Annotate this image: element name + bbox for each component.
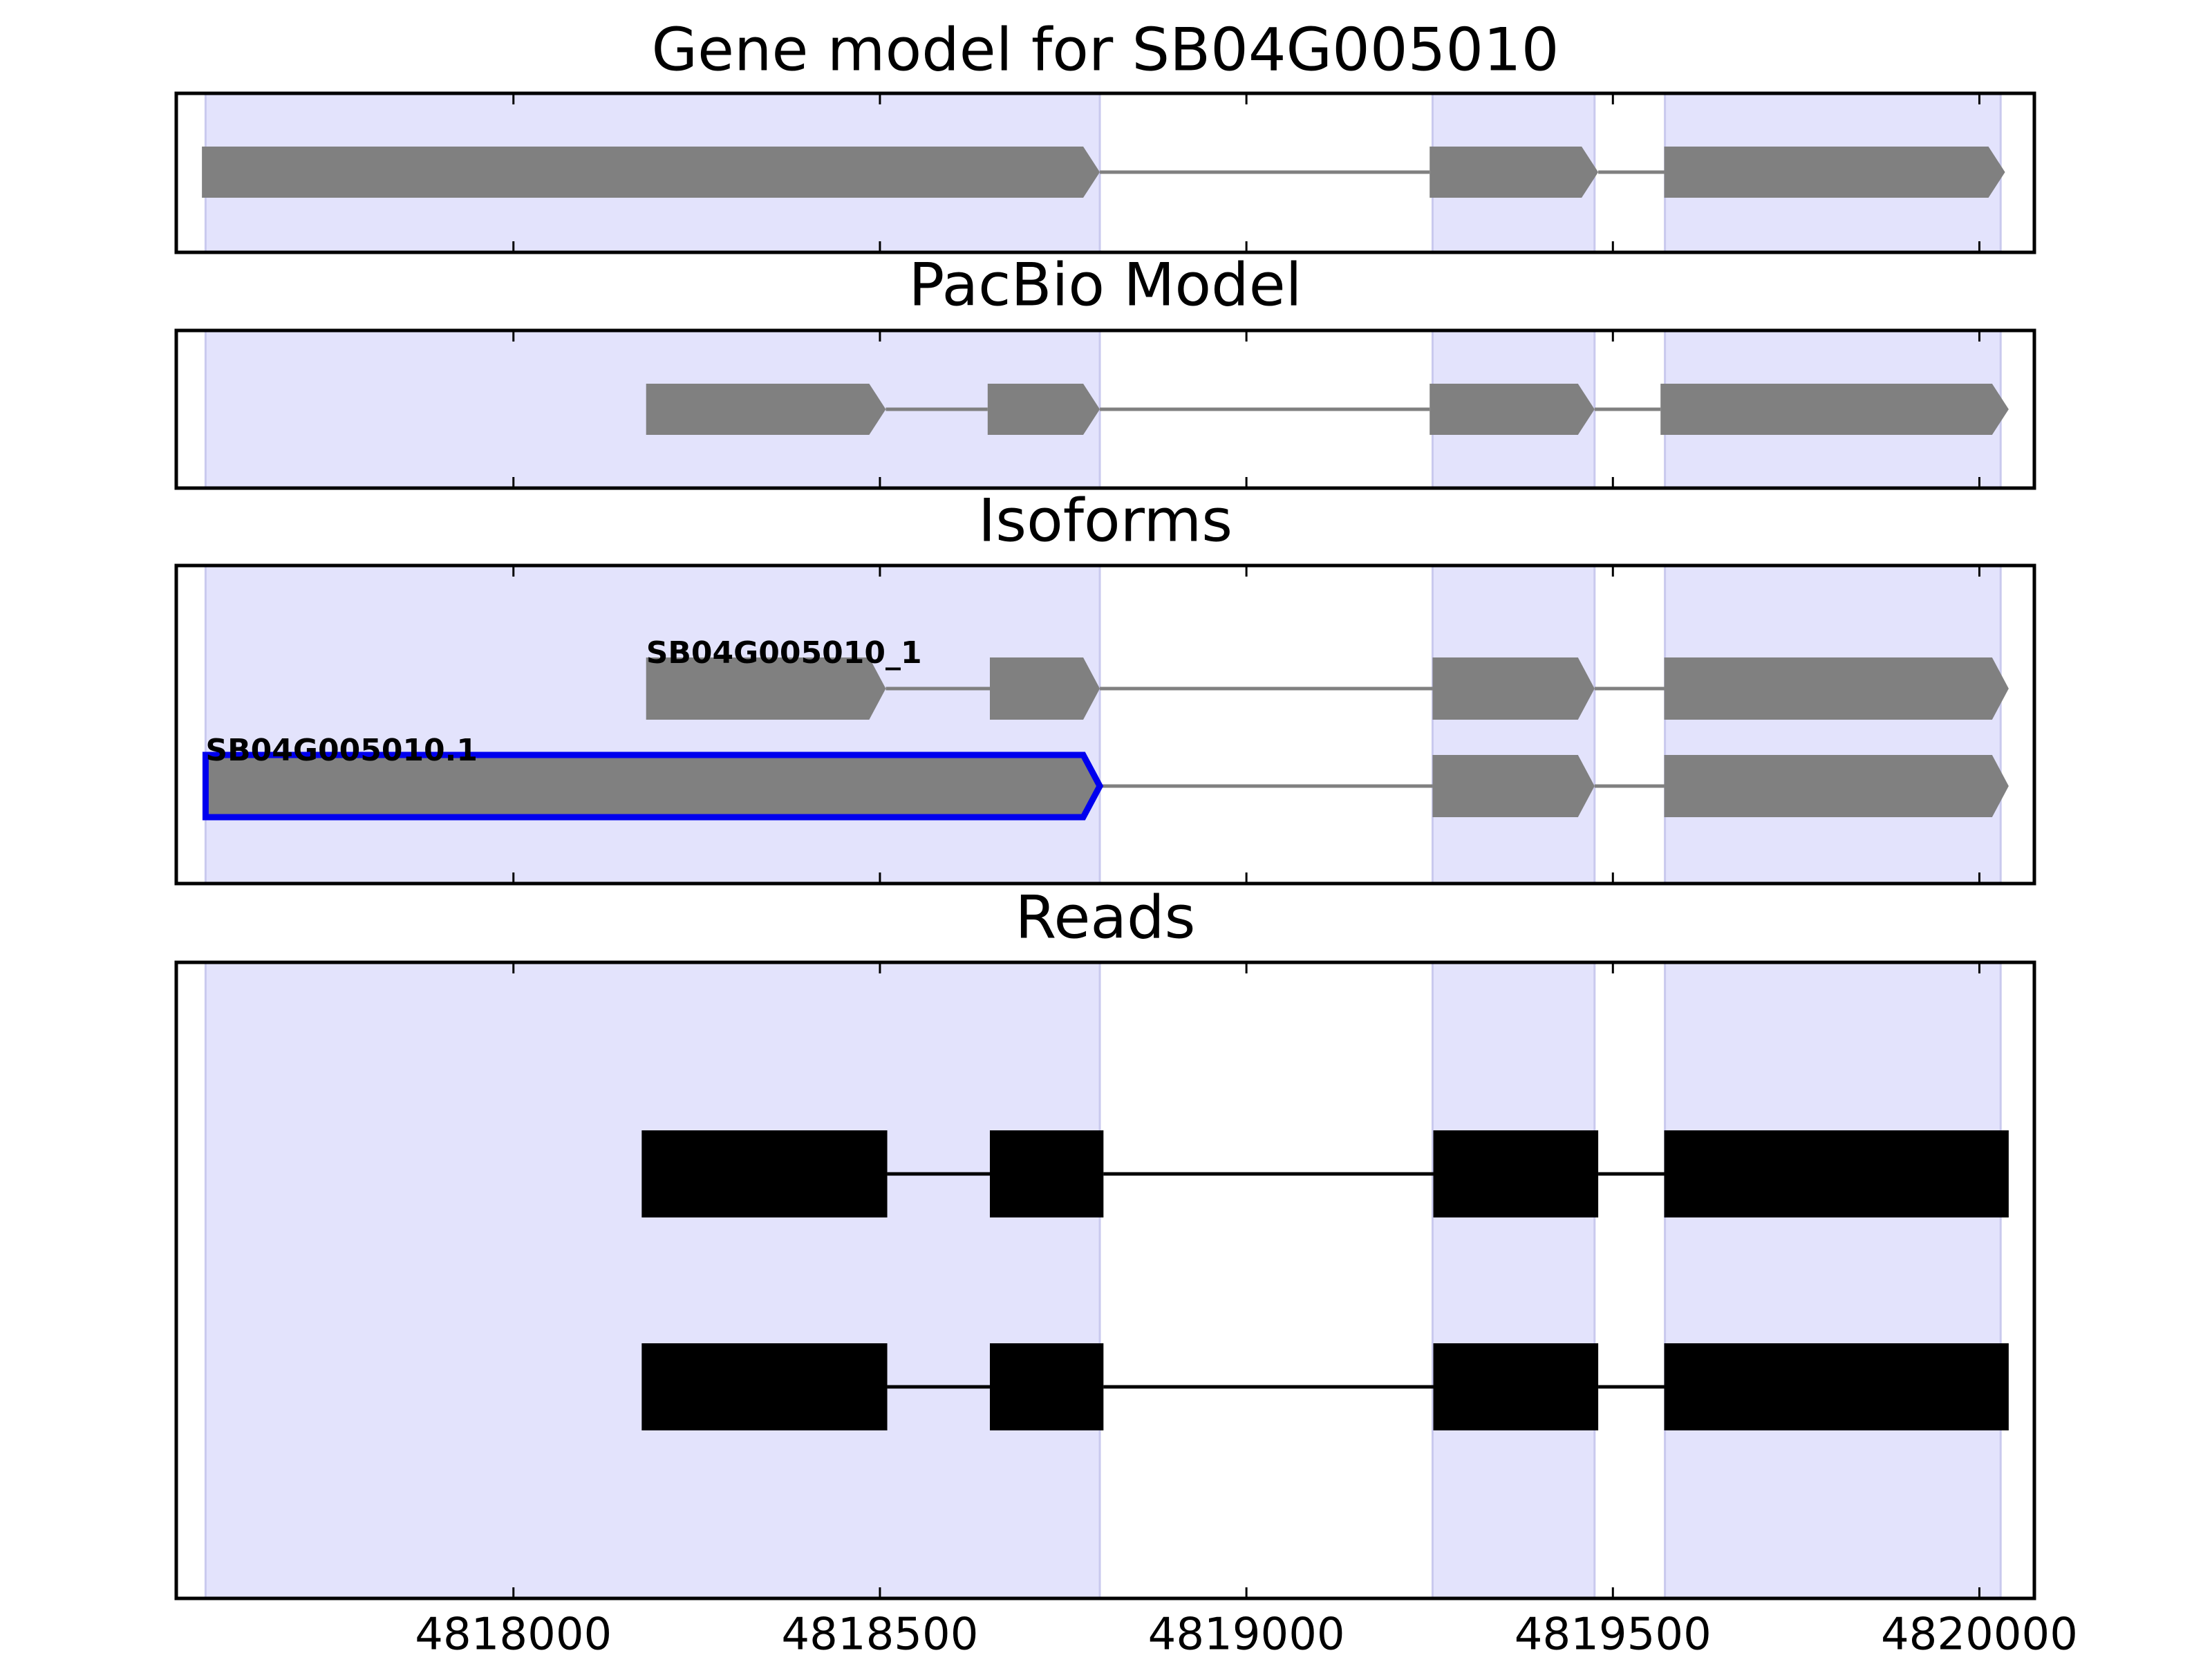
read-exon [1664,1343,2009,1430]
exon [987,384,1100,435]
read-exon [641,1343,888,1430]
exon-region [1431,564,1596,885]
panel-frame [174,91,2036,254]
panel-title: Reads [1015,883,1196,952]
panel-frame [174,563,2036,886]
panel-frame [174,328,2036,490]
exon-region [204,961,1101,1600]
x-tick-label: 4818500 [781,1609,978,1659]
read-exon [1433,1130,1599,1217]
exon [1430,384,1595,435]
exon [646,657,886,720]
exon [1660,384,2009,435]
exon [1432,755,1595,817]
exon [646,384,886,435]
read-exon [989,1130,1104,1217]
exon [1664,657,2009,720]
x-tick-label: 4819500 [1515,1609,1712,1659]
read-exon [1664,1130,2009,1217]
read-exon [641,1130,888,1217]
exon-region [1431,961,1596,1600]
exon [1432,657,1595,720]
exon-region [1664,961,2002,1600]
x-tick-label: 4818000 [415,1609,612,1659]
read-exon [1433,1343,1599,1430]
panel-frame [174,960,2036,1600]
exon [1430,147,1599,198]
exon [202,147,1100,198]
feature-label: SB04G005010.1 [205,733,478,768]
panel-title: PacBio Model [908,250,1302,319]
exon [1664,147,2005,198]
panel-title: Gene model for SB04G005010 [652,15,1559,84]
exon [1664,755,2009,817]
x-tick-label: 4819000 [1148,1609,1345,1659]
feature-label: SB04G005010_1 [646,635,922,671]
exon-region [204,564,1101,885]
x-tick-label: 4820000 [1881,1609,2078,1659]
exon-region [1664,564,2002,885]
exon [989,657,1100,720]
highlighted-exon [202,751,1104,821]
panel-title: Isoforms [978,486,1232,555]
read-exon [989,1343,1104,1430]
